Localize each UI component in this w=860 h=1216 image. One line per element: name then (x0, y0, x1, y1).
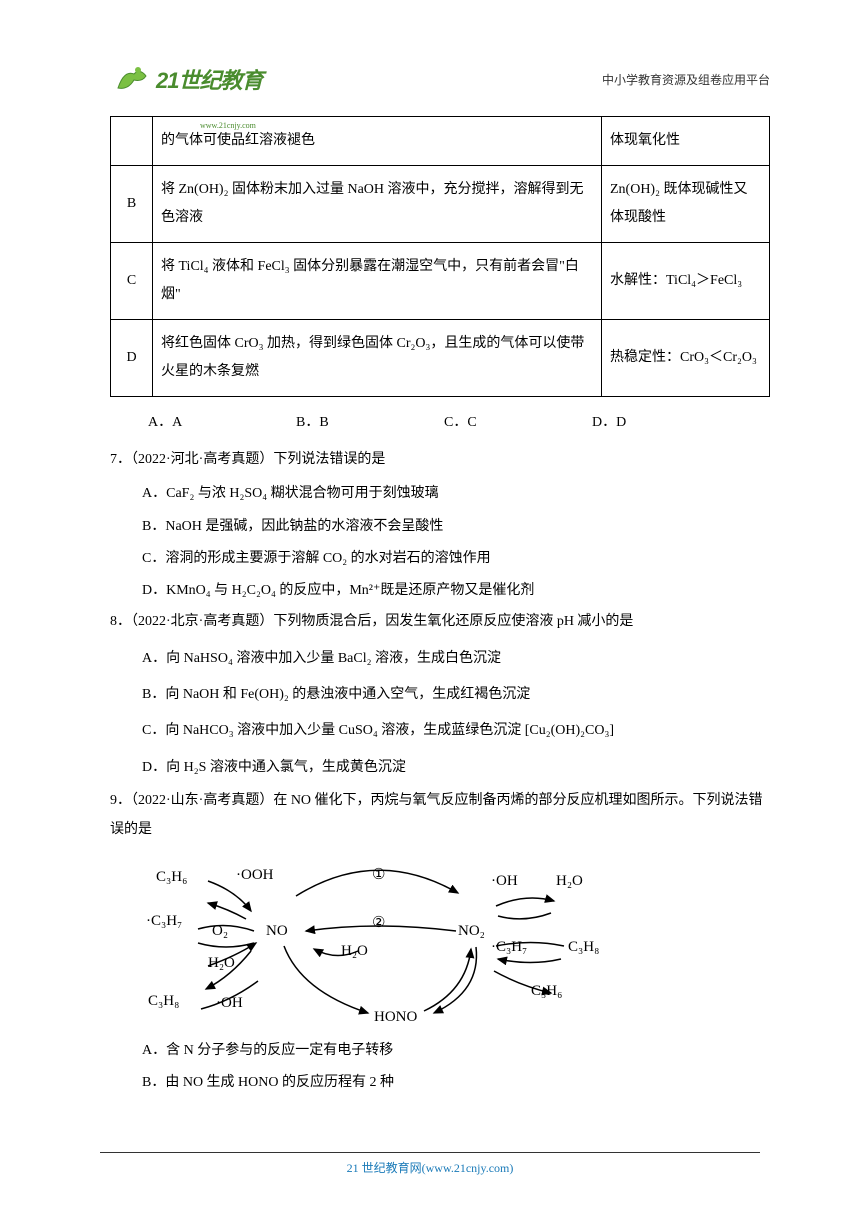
lbl-ooh: ·OOH (236, 867, 274, 884)
lbl-no2: NO₂ (458, 923, 485, 940)
q9-stem: 9．（2022·山东·高考真题）在 NO 催化下，丙烷与氧气反应制备丙烯的部分反… (110, 786, 770, 845)
logo-text: 21世纪教育 (156, 63, 262, 95)
row-conclusion: Zn(OH)₂ 既体现碱性又体现酸性 (602, 166, 770, 243)
lbl-oh-l: ·OH (216, 995, 243, 1012)
footer-text: 21 世纪教育网(www.21cnjy.com) (0, 1159, 860, 1176)
answer-options: A．A B．B C．C D．D (110, 405, 770, 445)
lbl-c3h7-2: ·C₃H₇ (491, 939, 527, 956)
footer-divider (100, 1152, 760, 1153)
answer-a: A．A (148, 411, 296, 431)
row-conclusion: 热稳定性：CrO₃＜Cr₂O₃ (602, 320, 770, 397)
answer-c: C．C (444, 411, 592, 431)
table-row: B 将 Zn(OH)₂ 固体粉末加入过量 NaOH 溶液中，充分搅拌，溶解得到无… (111, 166, 770, 243)
lbl-hono: HONO (374, 1009, 417, 1026)
lbl-c3h6-1: C₃H₆ (156, 869, 187, 886)
logo-url: www.21cnjy.com (200, 121, 256, 130)
q8-opt-d: D．向 H₂S 溶液中通入氯气，生成黄色沉淀 (142, 750, 770, 786)
row-label: B (111, 166, 153, 243)
q9-opt-a: A．含 N 分子参与的反应一定有电子转移 (142, 1035, 770, 1067)
table-row: C 将 TiCl₄ 液体和 FeCl₃ 固体分别暴露在潮湿空气中，只有前者会冒"… (111, 243, 770, 320)
lbl-h2o-top: H₂O (556, 873, 583, 890)
row-experiment: 将 Zn(OH)₂ 固体粉末加入过量 NaOH 溶液中，充分搅拌，溶解得到无色溶… (153, 166, 602, 243)
experiment-table: 的气体可使品红溶液褪色 体现氧化性 B 将 Zn(OH)₂ 固体粉末加入过量 N… (110, 116, 770, 397)
q8-opt-a: A．向 NaHSO₄ 溶液中加入少量 BaCl₂ 溶液，生成白色沉淀 (142, 641, 770, 677)
row-conclusion: 体现氧化性 (602, 117, 770, 166)
table-row: D 将红色固体 CrO₃ 加热，得到绿色固体 Cr₂O₃，且生成的气体可以使带火… (111, 320, 770, 397)
row-label: C (111, 243, 153, 320)
logo-area: 21世纪教育 www.21cnjy.com (110, 60, 262, 98)
lbl-oh-top: ·OH (491, 873, 518, 890)
row-label (111, 117, 153, 166)
lbl-num2: ② (372, 913, 385, 932)
logo-icon (110, 60, 152, 98)
reaction-diagram: C₃H₆ ·OOH ① ·OH H₂O ·C₃H₇ O₂ NO ② NO₂ ·C… (136, 851, 616, 1031)
lbl-c3h8-r: C₃H₈ (568, 939, 599, 956)
answer-d: D．D (592, 411, 740, 431)
lbl-c3h7-1: ·C₃H₇ (146, 913, 182, 930)
lbl-c3h8-l: C₃H₈ (148, 993, 179, 1010)
q9-opt-b: B．由 NO 生成 HONO 的反应历程有 2 种 (142, 1067, 770, 1099)
row-label: D (111, 320, 153, 397)
q8-options: A．向 NaHSO₄ 溶液中加入少量 BaCl₂ 溶液，生成白色沉淀 B．向 N… (110, 641, 770, 787)
lbl-h2o-m: H₂O (341, 943, 368, 960)
lbl-num1: ① (372, 865, 385, 884)
page-footer: 21 世纪教育网(www.21cnjy.com) (0, 1152, 860, 1176)
q7-options: A．CaF₂ 与浓 H₂SO₄ 糊状混合物可用于刻蚀玻璃 B．NaOH 是强碱，… (110, 478, 770, 607)
header-right-text: 中小学教育资源及组卷应用平台 (602, 71, 770, 88)
q8-stem: 8．（2022·北京·高考真题）下列物质混合后，因发生氧化还原反应使溶液 pH … (110, 607, 770, 636)
q9-options: A．含 N 分子参与的反应一定有电子转移 B．由 NO 生成 HONO 的反应历… (110, 1035, 770, 1099)
row-experiment: 将红色固体 CrO₃ 加热，得到绿色固体 Cr₂O₃，且生成的气体可以使带火星的… (153, 320, 602, 397)
page-header: 21世纪教育 www.21cnjy.com 中小学教育资源及组卷应用平台 (110, 60, 770, 98)
lbl-o2: O₂ (212, 923, 228, 940)
q7-opt-b: B．NaOH 是强碱，因此钠盐的水溶液不会呈酸性 (142, 511, 770, 543)
q7-opt-d: D．KMnO₄ 与 H₂C₂O₄ 的反应中，Mn²⁺既是还原产物又是催化剂 (142, 575, 770, 607)
q7-stem: 7．（2022·河北·高考真题）下列说法错误的是 (110, 445, 770, 474)
answer-b: B．B (296, 411, 444, 431)
lbl-c3h6-r: C₃H₆ (531, 983, 562, 1000)
row-conclusion: 水解性：TiCl₄＞FeCl₃ (602, 243, 770, 320)
q8-opt-c: C．向 NaHCO₃ 溶液中加入少量 CuSO₄ 溶液，生成蓝绿色沉淀 [Cu₂… (142, 713, 770, 749)
q7-opt-c: C．溶洞的形成主要源于溶解 CO₂ 的水对岩石的溶蚀作用 (142, 543, 770, 575)
lbl-h2o-l: H₂O (208, 955, 235, 972)
row-experiment: 将 TiCl₄ 液体和 FeCl₃ 固体分别暴露在潮湿空气中，只有前者会冒"白烟… (153, 243, 602, 320)
q8-opt-b: B．向 NaOH 和 Fe(OH)₂ 的悬浊液中通入空气，生成红褐色沉淀 (142, 677, 770, 713)
lbl-no: NO (266, 923, 288, 940)
q7-opt-a: A．CaF₂ 与浓 H₂SO₄ 糊状混合物可用于刻蚀玻璃 (142, 478, 770, 510)
